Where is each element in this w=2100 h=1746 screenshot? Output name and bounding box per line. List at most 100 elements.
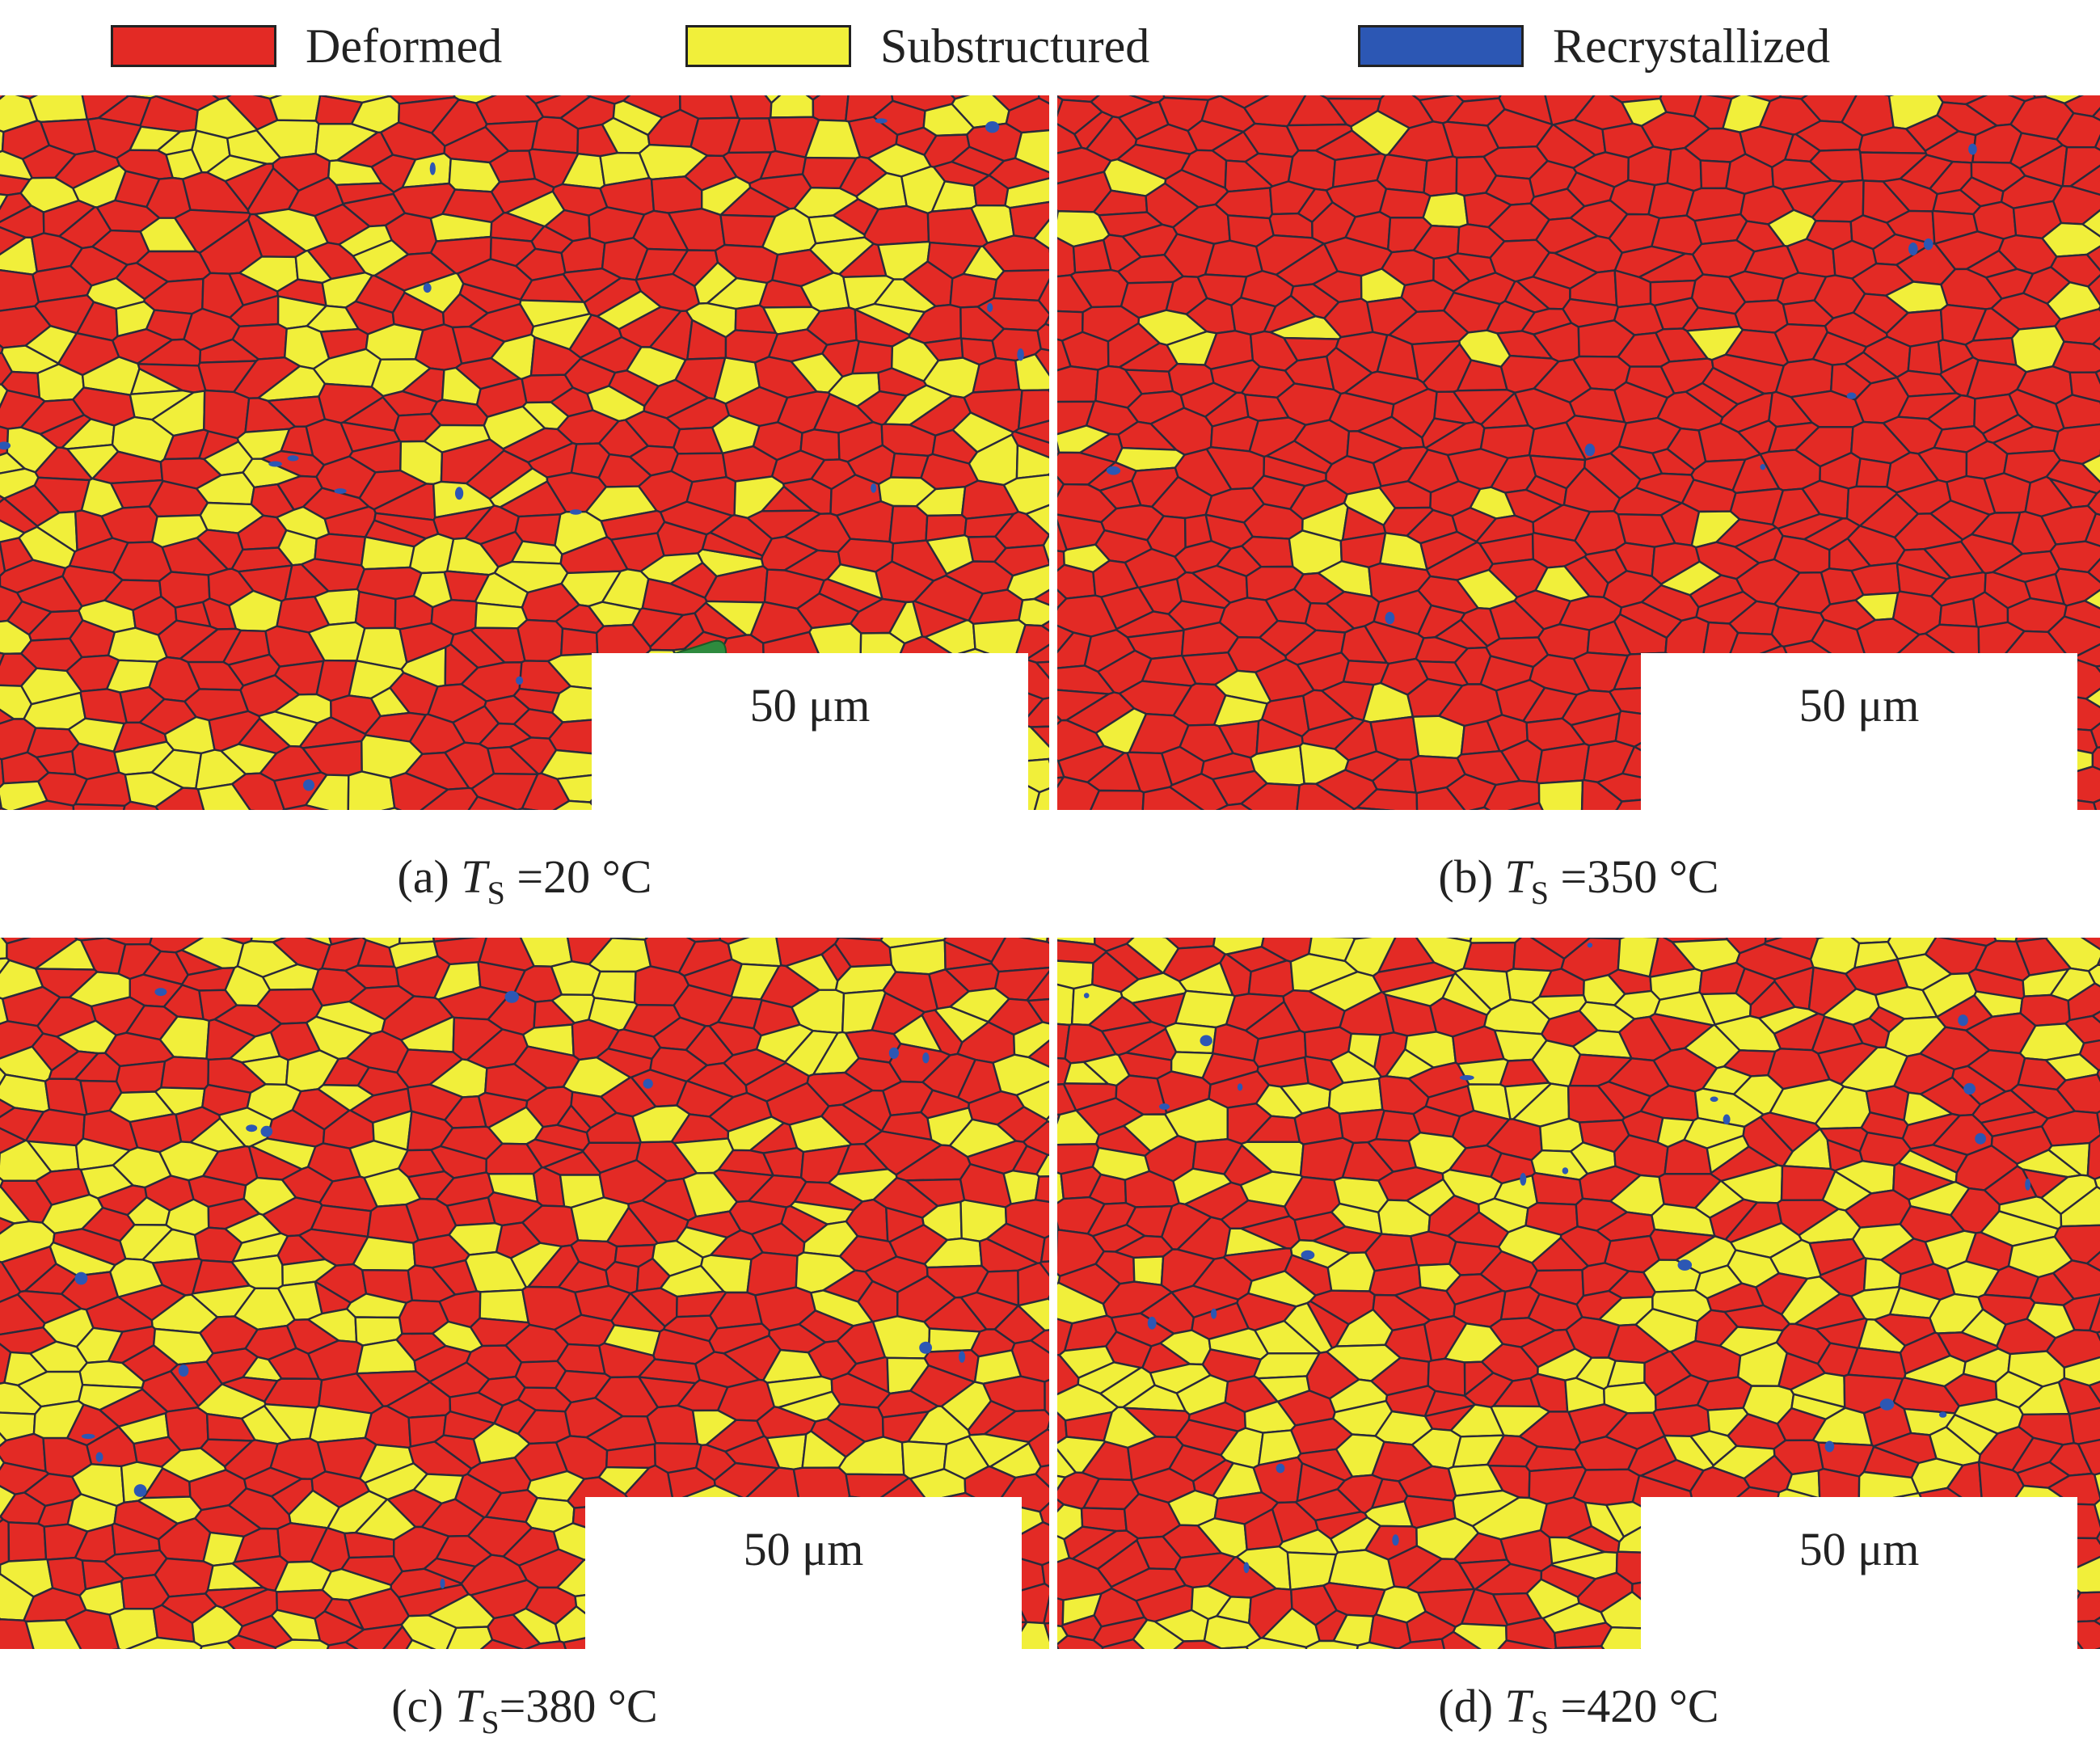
grain [942,938,1007,964]
grain [1057,959,1094,990]
grain [1410,1230,1457,1267]
grain [1025,504,1049,536]
grain [1058,1345,1115,1379]
panel-c-caption-suffix: =380 °C [499,1680,658,1732]
grain [1002,1170,1040,1205]
recrystallized-grain [0,441,11,450]
grain [1529,938,1592,960]
recrystallized-grain [1147,1316,1157,1330]
grain [1035,660,1049,680]
recrystallized-grain [455,487,464,500]
grain [2094,1176,2100,1191]
grain [1204,239,1263,278]
grain [1090,789,1145,810]
recrystallized-grain [875,118,888,124]
grain [1002,474,1049,516]
recrystallized-grain [959,1351,966,1363]
grain [1057,624,1075,654]
grain [1352,807,1396,810]
grain [2081,453,2100,483]
panel-c-caption: (c) TS=380 °C [0,1683,1049,1739]
grain [1554,1645,1605,1649]
grain [115,262,169,301]
recrystallized-grain [81,1433,95,1440]
legend-item-deformed: Deformed [111,10,502,82]
grain [1014,129,1049,174]
panel-c-caption-sub: S [481,1704,500,1740]
recrystallized-grain [95,1452,103,1462]
recrystallized-grain [1923,238,1933,251]
recrystallized-grain [178,1364,189,1377]
grain [1763,938,1820,961]
grain [340,1555,403,1587]
grain [981,234,1049,272]
grain [1033,787,1049,810]
grain [1507,802,1544,810]
grain [1014,420,1049,444]
recrystallized-grain [1243,1562,1250,1574]
recrystallized-grain [423,283,432,293]
grain [1572,1468,1641,1506]
grain [2060,1186,2100,1228]
grain [2053,1224,2100,1265]
recrystallized-grain [268,461,282,467]
recrystallized-grain [1975,1132,1986,1145]
grain [420,787,479,810]
grain [64,1609,120,1649]
grain [1034,348,1049,377]
grain [1030,725,1049,749]
grain [1469,806,1491,810]
grain [2087,964,2100,988]
grain [2068,1406,2100,1445]
grain [521,772,571,810]
grain [1652,1404,1711,1437]
grain [1169,773,1229,810]
grain [1141,786,1205,810]
recrystallized-grain [246,1124,258,1132]
panel-b-caption-prefix: (b) [1438,850,1505,903]
grain [226,1634,277,1649]
recrystallized-grain [1159,1103,1170,1110]
recrystallized-grain [1938,1411,1947,1418]
grain [474,601,529,630]
panel-b-caption: (b) TS =350 °C [1057,854,2100,909]
grain [1027,1039,1049,1069]
grain [122,800,159,810]
recrystallized-grain [334,488,347,494]
grain [1044,1622,1049,1643]
grain [309,1404,373,1444]
grain [7,1521,48,1563]
recrystallized-grain [303,779,314,791]
grain [1294,1488,1362,1522]
grain [142,950,189,985]
grain [1036,323,1049,352]
panel-d-caption-sub: S [1530,1704,1550,1740]
grain [348,985,415,1021]
grain [1378,188,1432,219]
panel-a-micrograph: 50 μm [0,95,1049,810]
grain [1356,1641,1398,1649]
grain [154,787,205,810]
recrystallized-grain [1958,1014,1968,1027]
recrystallized-grain [1392,1534,1399,1546]
recrystallized-grain [133,1484,147,1497]
grain [2064,1014,2100,1044]
grain [2094,133,2100,151]
grain [1042,534,1049,566]
grain [517,618,564,663]
grain [1790,1372,1846,1408]
recrystallized-grain [2025,1179,2030,1191]
grain [851,340,894,375]
grain [2087,274,2100,306]
grain [1215,803,1253,810]
grain [1033,588,1049,606]
grain [1497,1639,1554,1649]
grain [2089,722,2100,749]
grain [1057,588,1068,609]
panel-c-caption-prefix: (c) [391,1680,456,1732]
grain [28,95,89,124]
grain [381,807,403,810]
grain [2083,588,2100,609]
legend-label-deformed: Deformed [306,19,503,73]
grain [1027,1428,1049,1468]
